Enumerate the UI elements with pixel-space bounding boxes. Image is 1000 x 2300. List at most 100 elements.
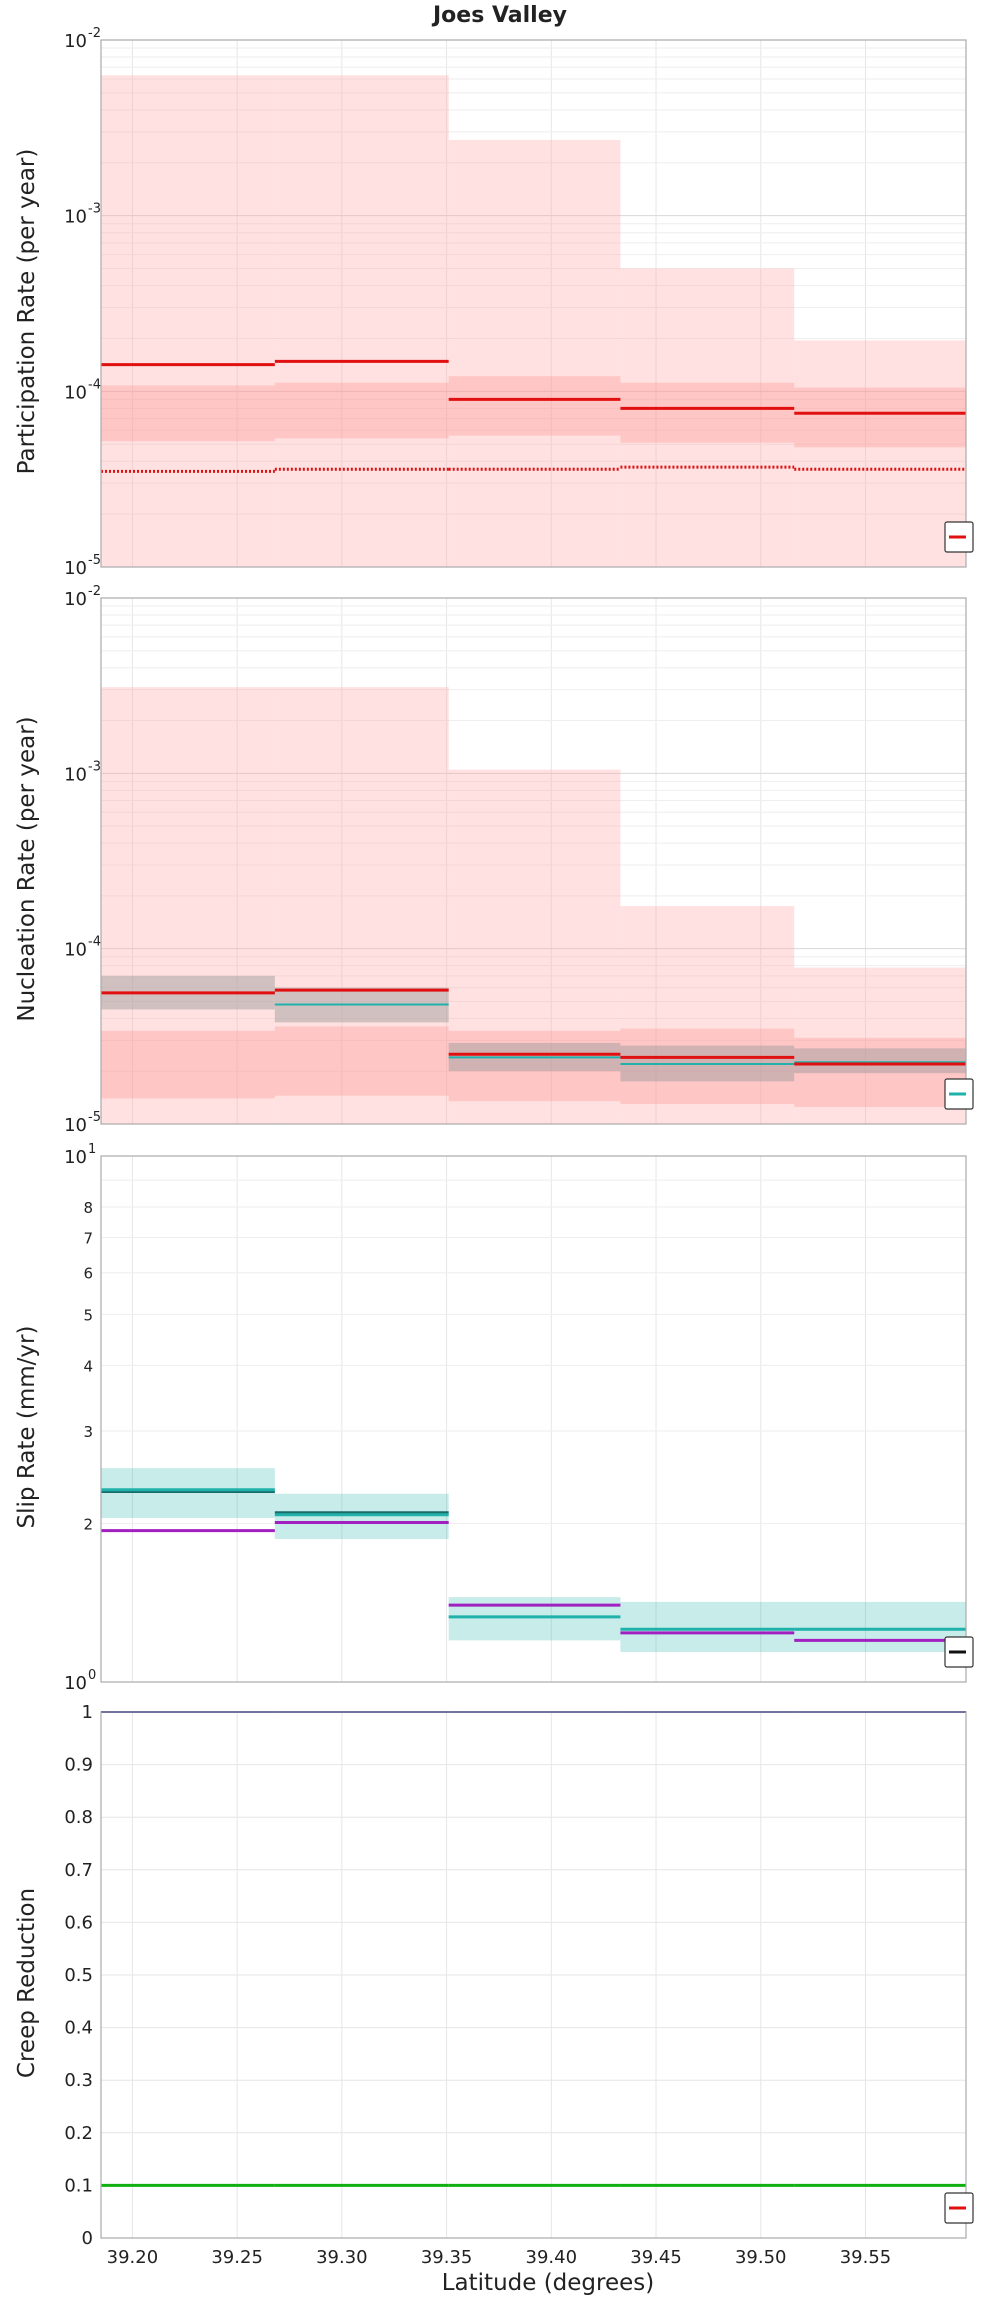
band-segment [448,139,621,567]
band-segment [794,340,966,567]
band-segment [274,1493,449,1540]
band-segment [794,1048,966,1074]
x-tick-label: 39.30 [316,2247,368,2268]
band-segment [448,1597,621,1641]
y-tick-label: 10 [64,1673,87,1694]
x-tick-label: 39.35 [421,2247,473,2268]
y-minor-tick-label: 8 [83,1199,93,1217]
band-segment [101,1468,275,1519]
x-tick-label: 39.45 [630,2247,682,2268]
band-segment [448,769,621,1124]
y-tick-label: 0.1 [64,2175,93,2196]
series-2 [101,1026,966,1108]
y-minor-tick-label: 2 [83,1516,93,1534]
y-tick-exponent: -4 [88,935,101,950]
y-tick-label: 0.7 [64,1860,93,1881]
band-segment [101,687,275,1124]
series-2 [101,376,966,448]
band-segment [274,75,449,567]
band-segment [448,376,621,436]
y-tick-label: 10 [64,207,87,228]
y-tick-label: 10 [64,31,87,52]
band-segment [274,1026,449,1096]
plot-frame [100,597,967,1125]
y-tick-label: 0.4 [64,2018,93,2039]
x-tick-label: 39.25 [211,2247,263,2268]
series-3 [101,359,966,415]
plot-frame [100,39,967,568]
y-tick-label: 0.2 [64,2123,93,2144]
band-segment [448,1030,621,1102]
y-minor-tick-label: 7 [83,1229,93,1247]
series-3 [101,1488,966,1631]
band-segment [101,75,275,567]
y-tick-label: 0.8 [64,1807,93,1828]
y-axis-label: Nucleation Rate (per year) [14,716,40,1021]
y-axis-label: Slip Rate (mm/yr) [14,1326,40,1529]
y-tick-label: 0 [82,2228,93,2249]
band-segment [620,268,795,567]
y-tick-exponent: 1 [88,1142,96,1157]
series-2 [101,1490,449,1514]
y-minor-tick-label: 6 [83,1265,93,1283]
plot-area [101,598,966,1124]
band-segment [101,1030,275,1099]
y-tick-label: 0.9 [64,1755,93,1776]
y-tick-label: 0.6 [64,1912,93,1933]
y-tick-label: 10 [64,382,87,403]
y-minor-tick-label: 4 [83,1357,93,1375]
y-minor-tick-label: 3 [83,1423,93,1441]
band-segment [794,967,966,1124]
plot-frame [100,1155,967,1683]
y-axis-label: Creep Reduction [14,1888,40,2078]
chart-title: Joes Valley [431,3,567,28]
band-segment [620,1028,795,1105]
x-tick-label: 39.40 [526,2247,578,2268]
y-tick-label: 10 [64,1115,87,1136]
series-1 [101,687,966,1124]
band-segment [794,1037,966,1108]
series-1 [101,75,966,567]
gridlines [101,40,966,567]
y-tick-label: 1 [82,1702,93,1723]
y-tick-label: 10 [64,589,87,610]
gridlines [101,598,966,1124]
y-tick-label: 0.5 [64,1965,93,1986]
y-tick-label: 10 [64,558,87,579]
x-axis-label: Latitude (degrees) [442,2270,655,2296]
y-tick-label: 10 [64,940,87,961]
y-tick-exponent: -5 [88,553,101,568]
y-tick-exponent: 0 [88,1668,96,1683]
x-tick-label: 39.50 [735,2247,787,2268]
band-segment [274,382,449,439]
band-segment [620,382,795,443]
y-tick-exponent: -2 [88,584,101,599]
y-tick-label: 10 [64,1147,87,1168]
gridlines [101,1156,966,1682]
x-tick-label: 39.20 [107,2247,159,2268]
panel-4: 0 0.1 0.2 0.3 0.4 0.5 0.6 0.7 0.8 0.9 1 Creep Reduc… [14,1702,974,2249]
plot-area [101,1156,966,1682]
plot-area [101,40,966,567]
y-minor-tick-label: 5 [83,1306,93,1324]
y-tick-exponent: -4 [88,377,101,392]
band-segment [620,906,795,1124]
band-segment [274,687,449,1124]
series-4 [101,1521,966,1642]
y-tick-exponent: -2 [88,26,101,41]
x-tick-label: 39.55 [840,2247,892,2268]
y-tick-exponent: -3 [88,759,101,774]
band-segment [101,385,275,442]
y-axis-label: Participation Rate (per year) [14,149,40,475]
band-segment [794,1601,966,1653]
band-segment [620,1601,795,1653]
series-5 [101,988,966,1066]
y-tick-exponent: -5 [88,1110,101,1125]
band-segment [794,387,966,448]
y-tick-label: 0.3 [64,2070,93,2091]
series-4 [101,465,966,473]
